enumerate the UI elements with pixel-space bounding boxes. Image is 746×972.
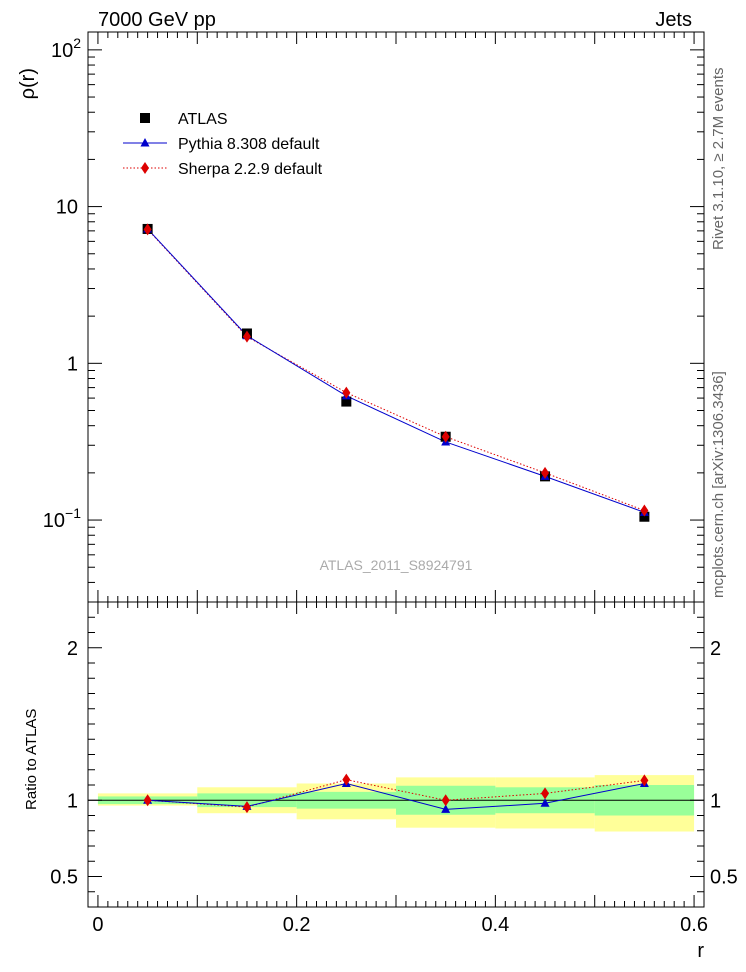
ratio-frame (87, 601, 705, 908)
sherpa-point (640, 504, 649, 517)
ratio-y-tick-label-right: 0.5 (710, 867, 738, 889)
x-tick-label: 0.6 (680, 914, 708, 936)
legend: ATLAS Pythia 8.308 default Sherpa 2.2.9 de… (123, 111, 323, 178)
main-y-tick-label: 10 (56, 197, 78, 219)
main-panel: 10−1 1 10 102 ρ(r) ATLAS_2011_S8924791 ATLA… (17, 31, 705, 603)
ratio-y-tick-label-right: 1 (710, 790, 721, 812)
sherpa-point (441, 430, 450, 443)
ratio-sherpa-point (640, 774, 649, 787)
ratio-sherpa-point (342, 773, 351, 786)
atlas-point (341, 396, 352, 407)
mcplots-label: mcplots.cern.ch [arXiv:1306.3436] (710, 371, 727, 598)
ratio-pythia-point (540, 798, 550, 807)
rivet-label: Rivet 3.1.10, ≥ 2.7M events (710, 68, 727, 251)
legend-entry: Sherpa 2.2.9 default (178, 161, 323, 178)
ratio-y-tick-label: 1 (67, 790, 78, 812)
main-y-axis-label: ρ(r) (17, 68, 39, 99)
sherpa-point (342, 386, 351, 399)
ratio-y-tick-label-right: 2 (710, 638, 721, 660)
watermark: ATLAS_2011_S8924791 (320, 557, 473, 573)
main-y-tick-label: 102 (51, 35, 81, 62)
ratio-pythia-point (441, 804, 451, 813)
x-tick-label: 0.2 (283, 914, 311, 936)
pythia-line (147, 228, 645, 513)
ratio-sherpa-point (242, 801, 251, 814)
legend-entry: Pythia 8.308 default (178, 136, 320, 153)
ratio-pythia-line (147, 782, 645, 810)
legend-pythia-marker (140, 138, 150, 147)
sherpa-point (143, 223, 152, 236)
ratio-y-tick-label: 0.5 (50, 867, 78, 889)
ratio-panel: 0 0.2 0.4 0.6 0.5 0.5 1 1 2 2 Ratio to ATLAS r (23, 601, 738, 962)
header-right: Jets (655, 9, 692, 31)
main-y-tick-label: 1 (67, 353, 78, 375)
ratio-sherpa-point (143, 794, 152, 807)
ratio-y-axis-label: Ratio to ATLAS (23, 709, 40, 810)
ratio-sherpa-line (147, 779, 645, 808)
header-left: 7000 GeV pp (98, 9, 216, 31)
ratio-y-tick-label: 2 (67, 638, 78, 660)
x-tick-label: 0.4 (481, 914, 509, 936)
sherpa-point (242, 330, 251, 343)
tick-exponent: 2 (73, 35, 81, 51)
sherpa-line (147, 229, 645, 512)
legend-entry: ATLAS (178, 111, 228, 128)
ratio-sherpa-point (541, 787, 550, 800)
x-tick-label: 0 (92, 914, 103, 936)
main-y-tick-label: 10−1 (43, 505, 81, 532)
ratio-sherpa-point (441, 794, 450, 807)
x-axis-label: r (697, 940, 704, 962)
atlas-point (639, 511, 650, 522)
sherpa-point (541, 466, 550, 479)
legend-atlas-marker (140, 113, 150, 123)
tick-exponent: −1 (65, 505, 81, 521)
legend-sherpa-marker (141, 162, 149, 174)
